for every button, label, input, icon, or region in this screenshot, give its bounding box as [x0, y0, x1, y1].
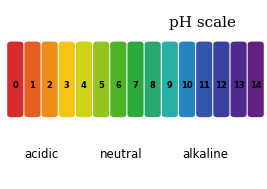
FancyBboxPatch shape	[230, 42, 247, 117]
Text: 8: 8	[150, 81, 156, 90]
FancyBboxPatch shape	[24, 42, 41, 117]
Text: 9: 9	[167, 81, 173, 90]
FancyBboxPatch shape	[127, 42, 144, 117]
Text: 7: 7	[133, 81, 138, 90]
Text: 5: 5	[98, 81, 104, 90]
Text: acidic: acidic	[24, 149, 58, 161]
FancyBboxPatch shape	[93, 42, 109, 117]
Text: 13: 13	[233, 81, 244, 90]
Text: 10: 10	[181, 81, 193, 90]
Text: 14: 14	[250, 81, 262, 90]
Text: 6: 6	[115, 81, 121, 90]
FancyBboxPatch shape	[196, 42, 212, 117]
Text: 1: 1	[29, 81, 36, 90]
FancyBboxPatch shape	[7, 42, 23, 117]
FancyBboxPatch shape	[110, 42, 126, 117]
Text: neutral: neutral	[100, 149, 143, 161]
Text: 4: 4	[81, 81, 87, 90]
Text: alkaline: alkaline	[183, 149, 229, 161]
Text: 0: 0	[12, 81, 18, 90]
FancyBboxPatch shape	[42, 42, 58, 117]
Text: 2: 2	[47, 81, 53, 90]
FancyBboxPatch shape	[59, 42, 75, 117]
FancyBboxPatch shape	[213, 42, 229, 117]
Text: 11: 11	[198, 81, 210, 90]
Text: pH scale: pH scale	[170, 16, 236, 30]
FancyBboxPatch shape	[179, 42, 195, 117]
FancyBboxPatch shape	[145, 42, 161, 117]
FancyBboxPatch shape	[162, 42, 178, 117]
FancyBboxPatch shape	[76, 42, 92, 117]
Text: 12: 12	[215, 81, 227, 90]
Text: 3: 3	[64, 81, 70, 90]
FancyBboxPatch shape	[248, 42, 264, 117]
